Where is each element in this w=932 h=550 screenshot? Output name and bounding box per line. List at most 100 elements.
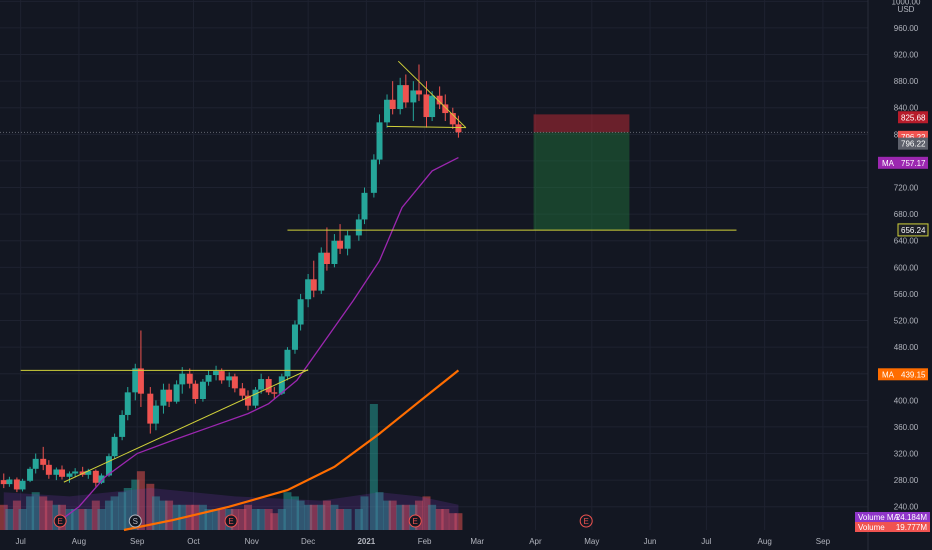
candle[interactable] — [449, 107, 456, 130]
candle-body — [284, 349, 291, 377]
candle[interactable] — [66, 471, 73, 483]
candle[interactable] — [361, 187, 368, 225]
candle[interactable] — [19, 478, 26, 492]
candle[interactable] — [252, 387, 259, 409]
candle[interactable] — [199, 379, 206, 402]
volume-bar — [296, 500, 305, 530]
volume-bar — [123, 488, 132, 530]
candle[interactable] — [186, 368, 193, 389]
candle[interactable] — [137, 330, 144, 407]
line-support-rising[interactable] — [63, 369, 309, 483]
candle[interactable] — [271, 387, 278, 399]
candle[interactable] — [40, 446, 47, 471]
candle[interactable] — [111, 433, 118, 459]
trend-lines[interactable] — [0, 60, 868, 483]
event-marker[interactable]: E — [408, 514, 422, 528]
y-tick-label: 720.00 — [894, 184, 919, 193]
candle[interactable] — [384, 94, 391, 128]
take-profit-zone[interactable] — [533, 132, 630, 231]
candle[interactable] — [173, 380, 180, 404]
candle[interactable] — [231, 373, 238, 393]
candle[interactable] — [278, 373, 285, 396]
candle[interactable] — [429, 91, 436, 122]
candles[interactable] — [0, 64, 462, 493]
candle[interactable] — [376, 114, 383, 165]
candle[interactable] — [323, 227, 330, 271]
candle[interactable] — [213, 365, 220, 381]
candle[interactable] — [105, 453, 112, 477]
candle[interactable] — [13, 477, 20, 493]
candle[interactable] — [389, 81, 396, 115]
candle[interactable] — [370, 154, 377, 198]
candle[interactable] — [152, 400, 159, 431]
candle[interactable] — [166, 383, 173, 407]
candle[interactable] — [355, 214, 362, 241]
candle[interactable] — [218, 368, 225, 384]
candle[interactable] — [27, 466, 34, 483]
candle[interactable] — [119, 410, 126, 441]
candle[interactable] — [410, 81, 417, 122]
candle[interactable] — [98, 473, 105, 485]
candle[interactable] — [132, 363, 139, 401]
candle[interactable] — [284, 347, 291, 381]
candle[interactable] — [455, 115, 462, 138]
event-marker-label: E — [413, 517, 418, 526]
price-tag-box — [897, 223, 929, 237]
candle[interactable] — [72, 468, 79, 478]
line-wedge-top[interactable] — [397, 60, 467, 129]
event-marker[interactable]: E — [579, 514, 593, 528]
ma-long-line — [123, 369, 460, 532]
candle[interactable] — [291, 320, 298, 354]
candle[interactable] — [147, 387, 154, 434]
candle[interactable] — [160, 383, 167, 414]
candle-body — [370, 159, 377, 193]
candle[interactable] — [59, 465, 65, 480]
volume-ma-area — [3, 488, 459, 530]
candle-body — [179, 373, 186, 385]
candle[interactable] — [124, 387, 131, 421]
candle[interactable] — [297, 293, 304, 331]
candle[interactable] — [331, 234, 338, 268]
candle[interactable] — [344, 230, 351, 256]
candle[interactable] — [402, 74, 409, 108]
line-wedge-bottom[interactable] — [387, 125, 466, 129]
price-scale-background[interactable] — [868, 0, 932, 550]
candle-body — [59, 469, 65, 477]
candle[interactable] — [6, 476, 13, 487]
candle[interactable] — [53, 467, 60, 481]
candle[interactable] — [205, 370, 212, 386]
candle[interactable] — [0, 473, 7, 489]
candle[interactable] — [310, 260, 317, 298]
candle[interactable] — [258, 373, 265, 394]
candle[interactable] — [45, 460, 52, 479]
candle[interactable] — [415, 64, 422, 102]
candle[interactable] — [226, 372, 233, 388]
volume-bar — [204, 509, 213, 530]
time-axis[interactable]: Jul Aug Sep Oct Nov Dec 2021 Feb Mar Apr May Jun Jul… — [16, 537, 831, 546]
candle[interactable] — [265, 376, 272, 396]
candle[interactable] — [305, 273, 312, 308]
candle[interactable] — [179, 367, 186, 394]
candle[interactable] — [239, 383, 246, 401]
candle[interactable] — [337, 224, 344, 255]
candle[interactable] — [318, 247, 325, 294]
candle[interactable] — [436, 86, 443, 110]
candle-body — [337, 240, 344, 249]
candle[interactable] — [192, 380, 199, 404]
candle-body — [111, 436, 118, 457]
event-marker[interactable]: S — [128, 514, 142, 528]
event-marker[interactable]: E — [224, 514, 238, 528]
event-marker-label: E — [228, 517, 233, 526]
stop-loss-zone[interactable] — [533, 114, 630, 133]
position-box[interactable] — [533, 114, 630, 231]
event-marker[interactable]: E — [53, 514, 67, 528]
volume-bar — [257, 509, 266, 530]
candle[interactable] — [397, 77, 404, 115]
candle[interactable] — [245, 390, 251, 411]
volume-bar — [428, 504, 437, 530]
candle[interactable] — [32, 453, 39, 474]
candle[interactable] — [92, 469, 99, 487]
price-tag-value: 439.15 — [901, 370, 926, 379]
